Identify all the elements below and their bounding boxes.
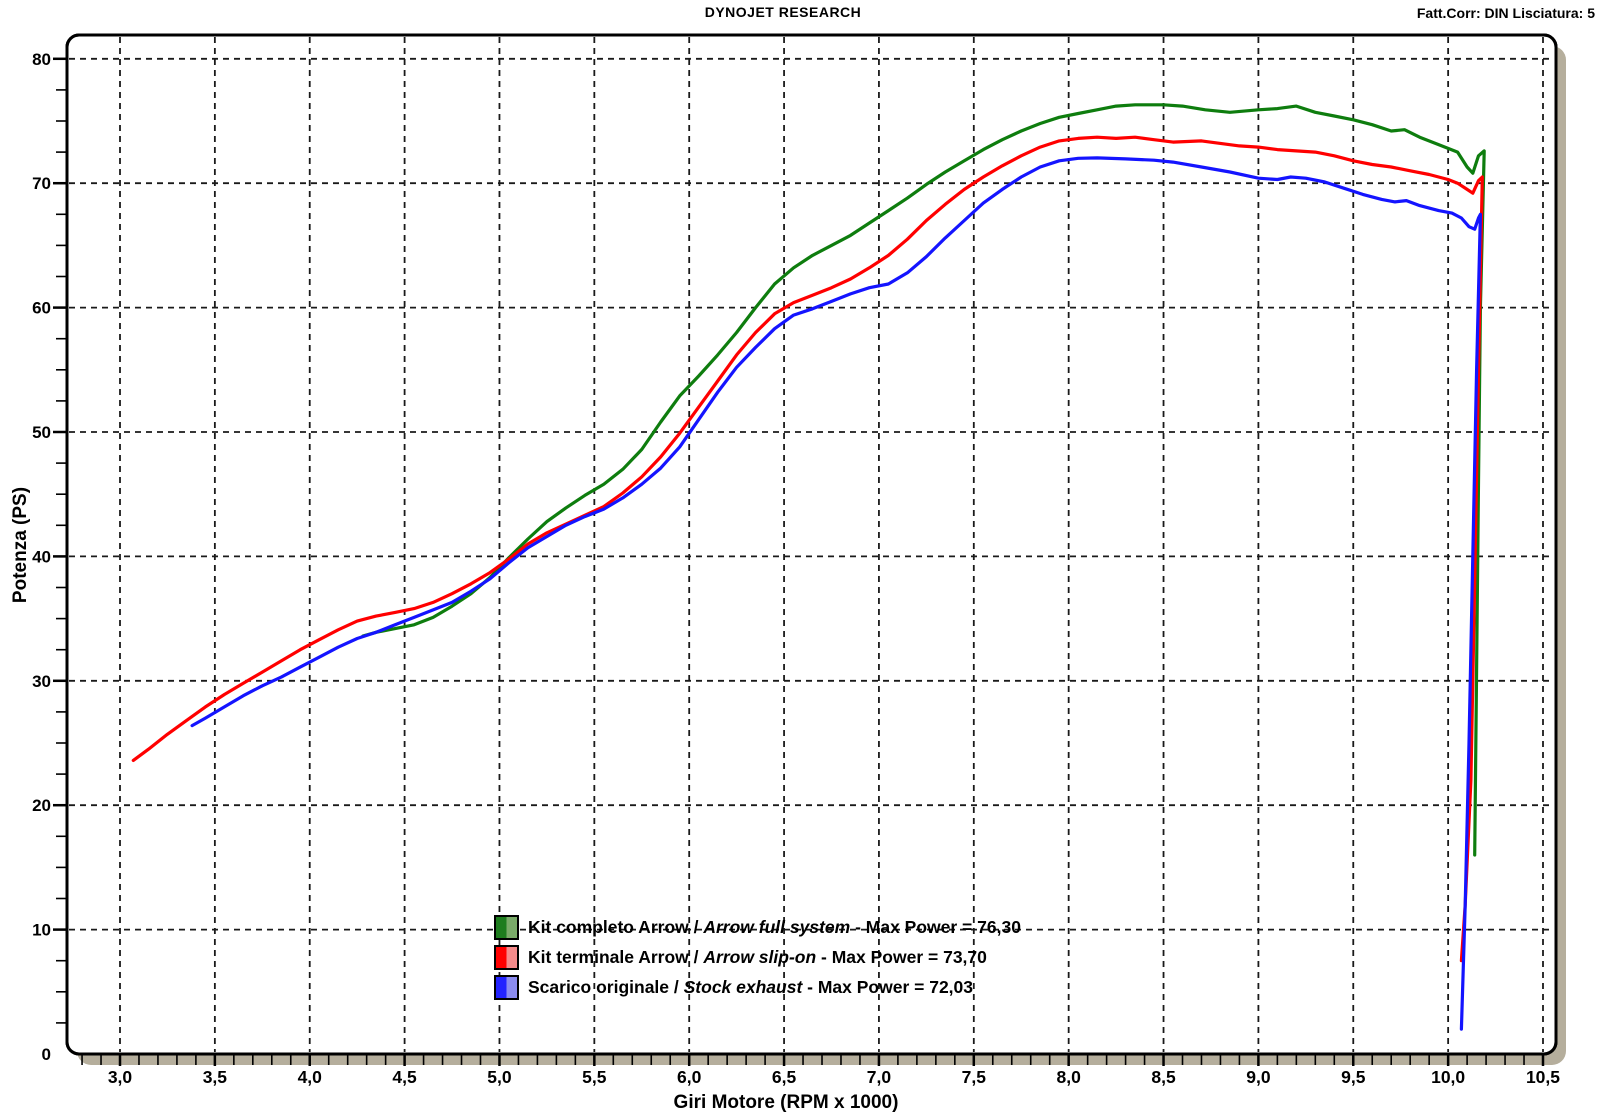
x-tick-label: 8,5 (1151, 1067, 1176, 1087)
legend-separator: / (688, 946, 704, 967)
y-tick-label: 0 (42, 1045, 51, 1064)
power-curves (131, 103, 1486, 1031)
x-tick-label: 9,5 (1341, 1067, 1366, 1087)
y-tick-label: 60 (32, 299, 51, 318)
correction-info: Fatt.Corr: DIN Lisciatura: 5 (1416, 5, 1595, 21)
x-tick-label: 3,5 (203, 1067, 228, 1087)
x-tick-label: 5,0 (487, 1067, 512, 1087)
legend-dash: - (802, 976, 818, 997)
legend-item-stock-exhaust: Scarico originale / Stock exhaust - Max … (494, 972, 1021, 1002)
x-axis-title: Giri Motore (RPM x 1000) (673, 1092, 899, 1113)
legend-swatch-arrow-full-system (494, 914, 519, 940)
x-tick-label: 4,5 (392, 1067, 417, 1087)
y-tick-label: 80 (32, 50, 51, 69)
x-tick-label: 3,0 (108, 1067, 133, 1087)
x-tick-label: 7,0 (867, 1067, 892, 1087)
legend-separator: / (669, 976, 684, 997)
x-tick-label: 4,0 (298, 1067, 323, 1087)
plot-frame (65, 33, 1558, 1056)
gridlines (69, 37, 1554, 1052)
legend-item-arrow-full-system: Kit completo Arrow / Arrow full system -… (494, 912, 1021, 942)
y-axis-title: Potenza (PS) (10, 486, 31, 604)
y-tick-label: 30 (32, 672, 51, 691)
x-tick-label: 8,0 (1057, 1067, 1082, 1087)
legend-dash: - (850, 916, 866, 937)
legend-separator: / (688, 916, 704, 937)
x-tick-label: 5,5 (582, 1067, 607, 1087)
x-tick-label: 10,0 (1431, 1067, 1465, 1087)
legend-series-name-en: Arrow slip-on (703, 946, 817, 967)
y-tick-label: 70 (32, 174, 51, 193)
legend-series-name-en: Stock exhaust (683, 976, 803, 997)
legend-series-name-en: Arrow full system (703, 916, 851, 937)
legend-series-name: Scarico originale (528, 976, 670, 997)
legend-max-power: Max Power = 73,70 (831, 946, 987, 967)
tick-labels: 3,0 3,5 4,0 4,5 5,0 5,5 6,0 6,5 7,0 7,5 8,0 8,5 9,0 9… (32, 50, 1560, 1087)
x-tick-label: 6,5 (772, 1067, 797, 1087)
curve-stock-exhaust (190, 156, 1482, 1031)
x-tick-label: 9,0 (1246, 1067, 1271, 1087)
legend-max-power: Max Power = 76,30 (865, 916, 1021, 937)
x-tick-label: 10,5 (1526, 1067, 1560, 1087)
y-tick-label: 20 (32, 796, 51, 815)
legend-swatch-stock-exhaust (494, 974, 519, 1000)
curve-arrow-slip-on (131, 135, 1484, 963)
x-tick-label: 6,0 (677, 1067, 702, 1087)
x-tick-label: 7,5 (962, 1067, 987, 1087)
plot-frame-outline (65, 33, 1558, 1056)
axis-ticks (53, 57, 1545, 1066)
y-tick-label: 40 (32, 547, 51, 566)
legend-series-name: Kit completo Arrow (528, 916, 689, 937)
legend-item-arrow-slip-on: Kit terminale Arrow / Arrow slip-on - Ma… (494, 942, 1021, 972)
y-tick-label: 50 (32, 423, 51, 442)
y-tick-label: 10 (32, 921, 51, 940)
legend-max-power: Max Power = 72,03 (817, 976, 974, 997)
curve-arrow-full-system (361, 103, 1486, 857)
legend-swatch-arrow-slip-on (494, 944, 519, 970)
page-title: DYNOJET RESEARCH (704, 4, 862, 20)
legend-dash: - (816, 946, 832, 967)
legend-series-name: Kit terminale Arrow (528, 946, 689, 967)
legend: Kit completo Arrow / Arrow full system -… (494, 912, 1021, 1002)
